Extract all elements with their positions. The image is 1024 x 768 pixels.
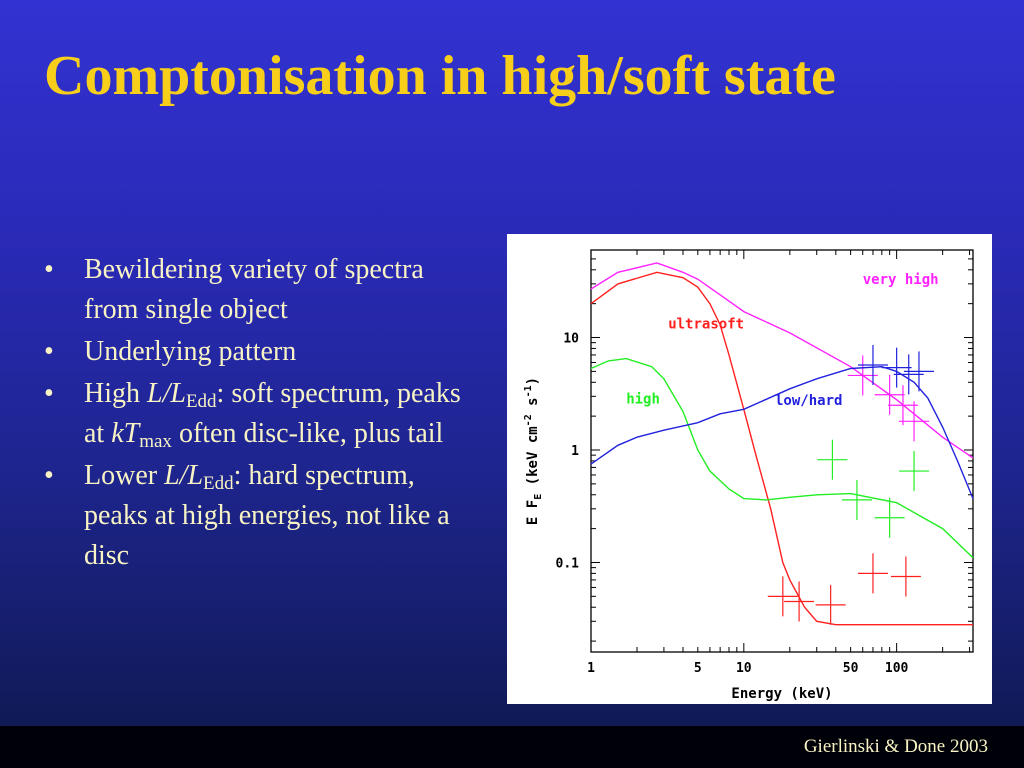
bullet-text: often disc-like, plus tail xyxy=(171,418,444,449)
series-label-high: high xyxy=(626,391,660,407)
bullet-icon: • xyxy=(44,460,54,491)
bullet-icon: • xyxy=(44,254,54,285)
y-axis-label-part: ) xyxy=(525,377,541,385)
bullet-list: • Bewildering variety of spectra from sin… xyxy=(44,250,464,578)
bullet-text: High xyxy=(84,378,147,409)
y-tick-label: 1 xyxy=(571,444,579,459)
series-line-low-hard xyxy=(590,365,974,499)
bullet-text: Underlying pattern xyxy=(84,336,297,367)
citation: Gierlinski & Done 2003 xyxy=(803,736,988,757)
series-line-very-high xyxy=(590,262,974,459)
bullet-math: / xyxy=(162,378,171,409)
bullet-item: • Lower L/LEdd: hard spectrum, peaks at h… xyxy=(44,456,464,576)
series-line-ultrasoft xyxy=(590,271,973,626)
y-axis-label: E FE (keV cm-2 s-1) xyxy=(523,377,544,525)
series-label-ultrasoft: ultrasoft xyxy=(668,317,744,333)
x-tick-label: 5 xyxy=(694,661,702,676)
bullet-subscript: Edd xyxy=(203,473,234,494)
bullet-icon: • xyxy=(44,378,54,409)
x-axis-label: Energy (keV) xyxy=(731,686,832,702)
y-axis-label-part: E F xyxy=(525,500,541,525)
slide-title: Comptonisation in high/soft state xyxy=(44,45,836,107)
bullet-subscript: max xyxy=(139,431,172,452)
bullet-math: kT xyxy=(111,418,140,449)
bullet-math: L xyxy=(164,460,180,491)
y-axis-label-part: s xyxy=(525,397,541,414)
bullet-text: : hard spectrum, peaks at high energies,… xyxy=(84,460,450,571)
bullet-text: Bewildering variety of spectra from sing… xyxy=(84,254,424,325)
x-tick-label: 10 xyxy=(736,661,752,676)
bullet-math: L xyxy=(147,378,163,409)
y-axis-label-part: -2 xyxy=(523,414,534,426)
series-label-low-hard: low/hard xyxy=(775,393,842,409)
series-line-high xyxy=(590,357,974,559)
bullet-icon: • xyxy=(44,336,54,367)
bullet-item: • Bewildering variety of spectra from sin… xyxy=(44,250,464,330)
y-tick-label: 0.1 xyxy=(556,556,580,571)
bullet-math: L xyxy=(187,460,204,491)
bullet-item: • High L/LEdd: soft spectrum, peaks at kT… xyxy=(44,374,464,454)
y-axis-label-part: -1 xyxy=(523,385,534,397)
bullet-text: Lower xyxy=(84,460,165,491)
y-tick-label: 10 xyxy=(563,332,579,347)
y-axis-label-part: (keV cm xyxy=(525,426,541,493)
bullet-math: L xyxy=(170,378,186,409)
x-tick-label: 50 xyxy=(843,661,859,676)
footer-bar: Gierlinski & Done 2003 xyxy=(0,726,1024,768)
series-label-very-high: very high xyxy=(863,272,939,288)
bullet-math: / xyxy=(179,460,188,491)
plot-frame xyxy=(590,249,974,653)
y-axis-label-part: E xyxy=(533,494,544,500)
x-tick-label: 1 xyxy=(587,661,595,676)
x-tick-label: 100 xyxy=(885,661,909,676)
bullet-subscript: Edd xyxy=(185,391,217,412)
spectrum-chart: 1 5 10 50 100 0.1 1 10 Energy (keV) E FE (keV cm-… xyxy=(507,234,992,704)
bullet-item: • Underlying pattern xyxy=(44,332,464,372)
bullet-text: : soft spectrum, peaks at xyxy=(84,378,461,449)
